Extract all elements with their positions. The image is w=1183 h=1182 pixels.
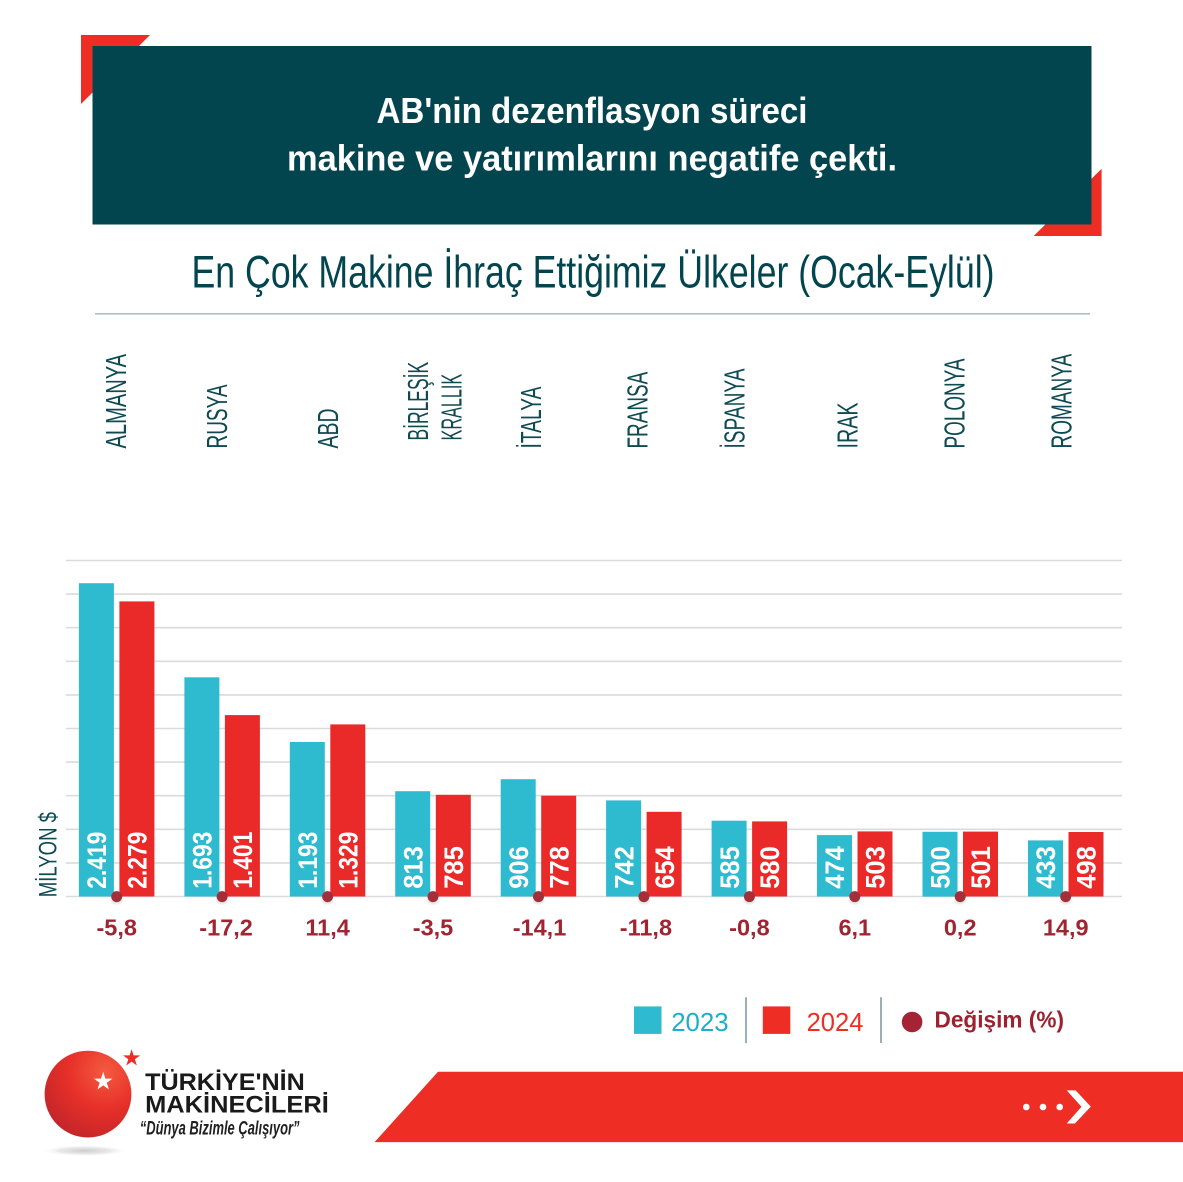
svg-text:POLONYA: POLONYA [940,358,972,448]
svg-text:6,1: 6,1 [838,915,871,941]
svg-text:En Çok Makine İhraç Ettiğimiz: En Çok Makine İhraç Ettiğimiz Ülkeler (O… [192,246,995,297]
svg-text:makine ve yatırımlarını negati: makine ve yatırımlarını negatife çekti. [287,137,897,178]
svg-text:474: 474 [820,846,850,889]
svg-text:433: 433 [1031,846,1061,889]
svg-text:MİLYON $: MİLYON $ [34,812,63,897]
svg-text:14,9: 14,9 [1043,915,1089,941]
svg-text:1.401: 1.401 [228,832,258,889]
svg-text:906: 906 [504,846,534,889]
svg-text:2023: 2023 [671,1007,728,1037]
svg-text:501: 501 [966,846,996,889]
svg-text:498: 498 [1072,846,1102,889]
svg-text:BİRLEŞİK: BİRLEŞİK [402,362,435,441]
svg-text:778: 778 [544,846,574,889]
svg-text:585: 585 [715,846,745,889]
svg-text:654: 654 [650,846,680,889]
svg-text:-17,2: -17,2 [199,915,253,941]
svg-text:ABD: ABD [313,409,345,449]
svg-text:“Dünya Bizimle Çalışıyor”: “Dünya Bizimle Çalışıyor” [140,1119,300,1140]
svg-text:503: 503 [861,846,891,889]
svg-text:-0,8: -0,8 [729,915,770,941]
svg-text:İSPANYA: İSPANYA [719,368,752,448]
svg-text:11,4: 11,4 [305,915,349,941]
svg-text:2.279: 2.279 [123,832,153,889]
svg-text:813: 813 [398,846,428,889]
svg-text:1.693: 1.693 [188,832,218,889]
svg-text:KRALLIK: KRALLIK [437,373,469,440]
svg-text:1.193: 1.193 [293,832,323,889]
svg-text:742: 742 [609,846,639,889]
svg-text:1.329: 1.329 [333,832,363,889]
svg-text:-14,1: -14,1 [513,915,567,941]
svg-text:AB'nin dezenflasyon süreci: AB'nin dezenflasyon süreci [377,90,808,131]
svg-text:RUSYA: RUSYA [202,384,234,448]
svg-text:2.419: 2.419 [82,832,112,889]
svg-text:ALMANYA: ALMANYA [101,353,133,448]
svg-text:0,2: 0,2 [944,915,977,941]
svg-text:İTALYA: İTALYA [515,386,548,448]
svg-text:Değişim (%): Değişim (%) [935,1006,1065,1032]
svg-text:FRANSA: FRANSA [623,371,655,448]
svg-text:580: 580 [755,846,785,889]
svg-text:MAKİNECİLERİ: MAKİNECİLERİ [145,1091,329,1118]
svg-text:-5,8: -5,8 [96,915,137,941]
svg-text:TÜRKİYE'NİN: TÜRKİYE'NİN [145,1069,305,1096]
svg-text:-3,5: -3,5 [413,915,454,941]
svg-text:2024: 2024 [807,1007,864,1037]
svg-text:IRAK: IRAK [833,402,865,448]
svg-text:ROMANYA: ROMANYA [1047,353,1079,448]
svg-text:-11,8: -11,8 [620,915,672,941]
svg-text:500: 500 [926,846,956,889]
svg-text:785: 785 [439,846,469,889]
